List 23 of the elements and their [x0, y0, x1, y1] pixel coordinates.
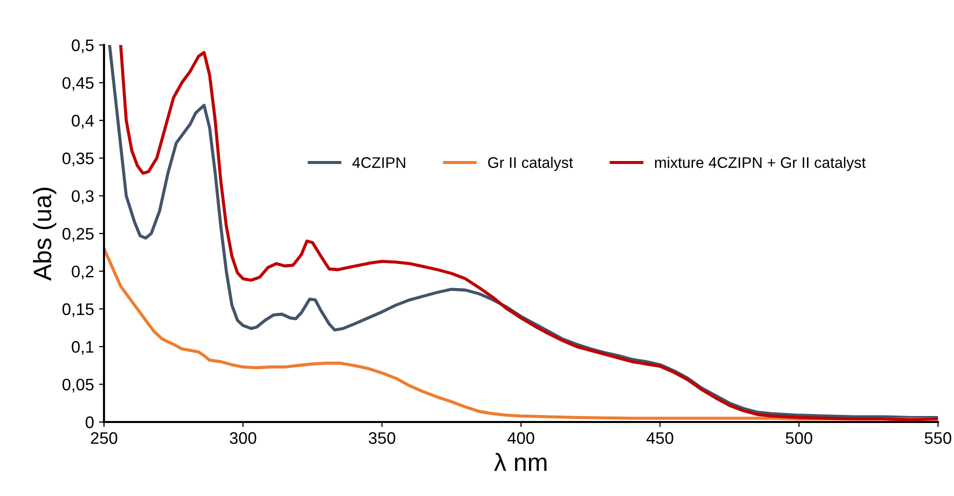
y-axis-title: Abs (ua): [32, 188, 56, 281]
x-tick-label: 500: [786, 432, 812, 444]
y-tick-label: 0,35: [62, 152, 94, 166]
x-axis-title: λ nm: [494, 452, 546, 471]
y-tick-label: 0: [86, 416, 94, 428]
x-tick-label: 300: [230, 432, 256, 444]
y-tick-label: 0,4: [72, 114, 94, 129]
x-tick-label: 450: [646, 432, 674, 444]
y-tick-label: 0,3: [72, 190, 94, 204]
y-tick-label: 0,05: [62, 378, 94, 392]
legend-label: 4CZIPN: [352, 157, 406, 168]
x-tick-label: 350: [368, 432, 396, 444]
x-tick-label: 250: [90, 432, 118, 444]
y-tick-label: 0,2: [72, 266, 94, 280]
y-tick-label: 0,15: [62, 303, 94, 318]
y-tick-label: 0,45: [62, 77, 94, 91]
y-tick-label: 0,25: [62, 228, 94, 242]
legend-label: mixture 4CZIPN + Gr II catalyst: [655, 156, 866, 172]
x-tick-label: 400: [507, 432, 534, 444]
y-tick-label: 0,5: [72, 39, 94, 54]
y-tick-label: 0,1: [72, 341, 94, 355]
x-tick-label: 550: [924, 432, 952, 444]
legend-label: Gr II catalyst: [488, 156, 573, 172]
